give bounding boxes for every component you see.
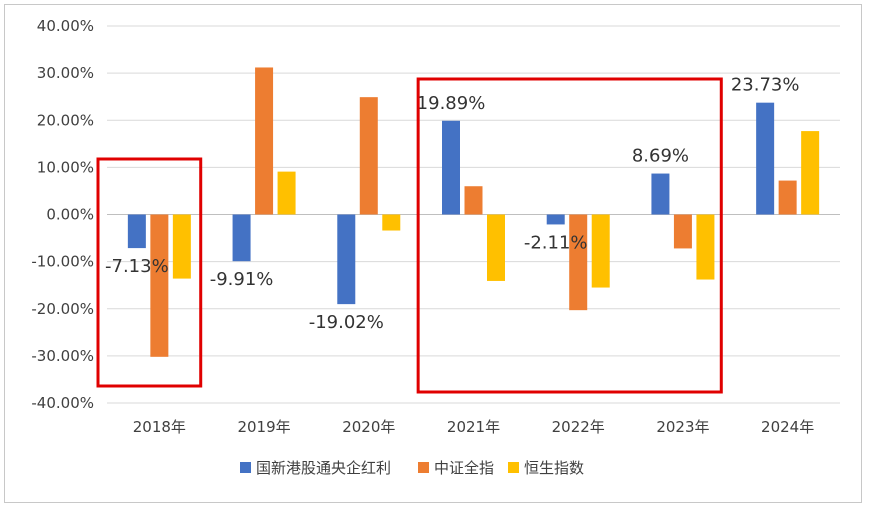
bar [382,214,401,231]
data-label: 8.69% [632,146,689,167]
bar [255,67,274,215]
legend-swatch [508,462,519,473]
y-tick-label: 40.00% [37,17,94,35]
x-tick-label: 2020年 [342,418,395,436]
data-label: -7.13% [105,256,169,277]
x-tick-label: 2018年 [133,418,186,436]
x-tick-label: 2019年 [237,418,290,436]
data-label: -19.02% [309,312,384,333]
bar [546,214,565,225]
highlight-box [96,157,203,388]
x-tick-label: 2021年 [447,418,500,436]
bar [487,214,505,281]
highlight-box [416,77,723,394]
x-tick-label: 2024年 [761,418,814,436]
bar [591,214,610,288]
data-label: 23.73% [731,75,800,96]
y-tick-label: 20.00% [37,111,94,129]
x-tick-label: 2022年 [552,418,605,436]
x-tick-label: 2023年 [656,418,709,436]
bar [359,97,378,215]
bar [651,173,670,215]
legend-label: 中证全指 [434,459,494,477]
y-tick-label: 30.00% [37,64,94,82]
y-tick-label: 10.00% [37,158,94,176]
bar [150,214,169,357]
y-tick-label: -40.00% [31,394,94,412]
bar [127,214,146,249]
legend-label: 国新港股通央企红利 [256,459,391,477]
bar [696,214,715,280]
bar [442,120,460,215]
bar [801,131,820,215]
bar [778,180,797,215]
legend-swatch [240,462,251,473]
bar [569,214,588,311]
bar [756,102,775,215]
data-label: -9.91% [210,269,274,290]
bar [232,214,251,262]
bar [172,214,191,279]
bar [337,214,356,305]
data-label: -2.11% [524,232,588,253]
legend-swatch [418,462,429,473]
chart-frame [4,4,862,503]
data-label: 19.89% [417,93,486,114]
y-tick-label: 0.00% [46,206,94,224]
y-tick-label: -10.00% [31,253,94,271]
bar [464,186,483,215]
bar [673,214,692,249]
y-tick-label: -20.00% [31,300,94,318]
bar [277,171,296,215]
legend-label: 恒生指数 [524,459,584,477]
y-tick-label: -30.00% [31,347,94,365]
